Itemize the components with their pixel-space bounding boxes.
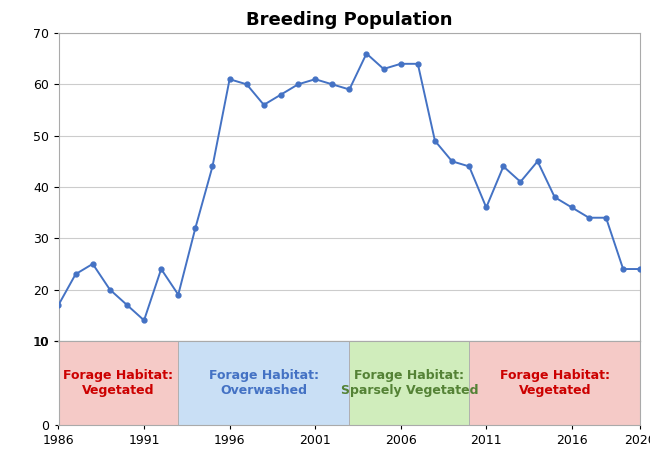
- Text: Forage Habitat:
Sparsely Vegetated: Forage Habitat: Sparsely Vegetated: [341, 369, 478, 397]
- Text: Forage Habitat:
Overwashed: Forage Habitat: Overwashed: [209, 369, 318, 397]
- Text: Forage Habitat:
Vegetated: Forage Habitat: Vegetated: [500, 369, 610, 397]
- Bar: [58, 341, 178, 425]
- Text: Forage Habitat:
Vegetated: Forage Habitat: Vegetated: [64, 369, 174, 397]
- Bar: [349, 341, 469, 425]
- Bar: [469, 341, 640, 425]
- Title: Breeding Population: Breeding Population: [246, 11, 452, 29]
- Bar: [178, 341, 349, 425]
